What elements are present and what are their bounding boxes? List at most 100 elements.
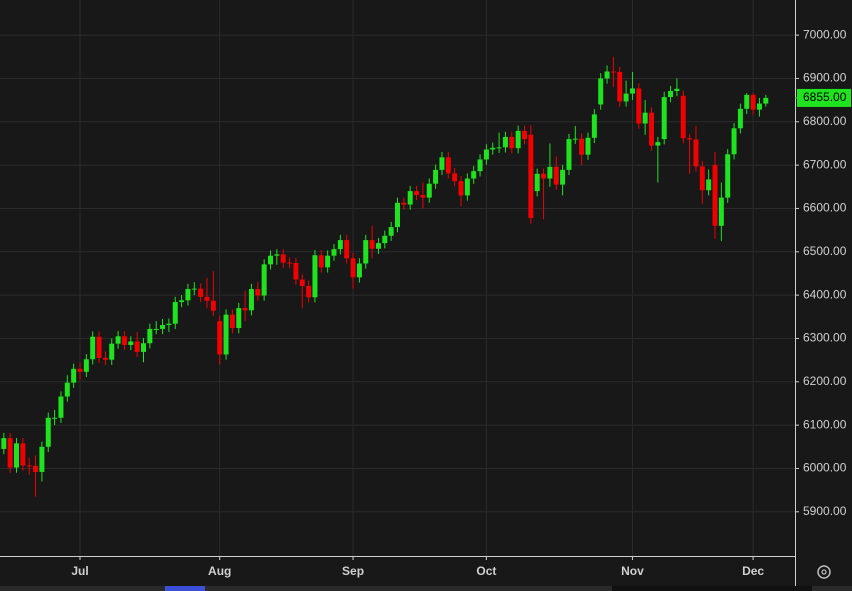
candle-body [687, 138, 693, 140]
candle-body [160, 325, 166, 329]
candle-body [325, 255, 331, 268]
y-tick-label: 6100.00 [803, 417, 847, 431]
candle-body [318, 255, 324, 268]
candle-body [712, 165, 718, 226]
y-tick-label: 6800.00 [803, 114, 847, 128]
candle-body [217, 321, 223, 355]
candle-body [191, 288, 197, 290]
candle-body [198, 288, 204, 297]
candle-body [560, 169, 566, 185]
x-tick-label: Nov [621, 564, 644, 578]
candle-body [350, 258, 356, 278]
candle-body [407, 191, 413, 205]
candle-body [344, 240, 350, 259]
candle-body [629, 88, 635, 94]
candle-body [509, 136, 515, 149]
settings-button[interactable] [817, 565, 831, 579]
candle-body [534, 173, 540, 192]
candle-body [655, 142, 661, 146]
candle-body [585, 137, 591, 155]
candle-body [496, 147, 502, 149]
candle-body [623, 93, 629, 102]
toolbar-tab-active[interactable] [165, 586, 205, 591]
candle-body [464, 178, 470, 196]
y-tick-label: 7000.00 [803, 27, 847, 41]
x-tick-label: Oct [476, 564, 496, 578]
candle-body [52, 417, 58, 419]
candle-body [541, 173, 547, 179]
candle-body [566, 139, 572, 170]
candle-body [248, 289, 254, 311]
candle-body [668, 91, 674, 98]
y-tick-label: 6300.00 [803, 331, 847, 345]
candle-body [293, 263, 299, 280]
candle-body [610, 71, 616, 73]
candle-body [363, 240, 369, 264]
y-tick-label: 6400.00 [803, 287, 847, 301]
candle-body [45, 417, 51, 447]
candle-body [401, 202, 407, 205]
candle-body [141, 343, 146, 352]
last-price-box [797, 88, 851, 107]
candle-body [433, 169, 439, 184]
candle-body [268, 255, 273, 265]
candle-body [134, 341, 140, 352]
settings-icon-core[interactable] [821, 569, 827, 575]
candle-body [744, 94, 750, 109]
candle-body [223, 314, 229, 355]
candle-body [731, 128, 737, 155]
candle-body [356, 263, 362, 278]
candle-body [553, 166, 559, 185]
candle-body [483, 149, 489, 160]
candle-body [179, 300, 185, 303]
candle-body [395, 202, 400, 228]
candle-body [71, 368, 77, 383]
candle-body [306, 286, 312, 298]
candle-body [649, 112, 654, 146]
candle-body [20, 443, 26, 466]
candle-body [706, 179, 712, 191]
candle-body [77, 368, 83, 372]
candle-body [255, 289, 261, 296]
candle-body [102, 357, 108, 360]
candle-body [477, 159, 483, 172]
candle-body [725, 154, 731, 198]
candle-body [617, 71, 623, 102]
candle-body [58, 396, 64, 418]
candle-body [287, 262, 293, 264]
toolbar-field[interactable] [612, 586, 812, 591]
y-tick-label: 6500.00 [803, 244, 847, 258]
candle-body [185, 289, 191, 301]
y-tick-label: 6200.00 [803, 374, 847, 388]
candle-body [375, 243, 381, 249]
candle-body [83, 359, 89, 372]
x-tick-label: Jul [71, 564, 88, 578]
candle-body [96, 336, 102, 358]
candle-body [236, 308, 242, 329]
candle-body [33, 465, 39, 472]
candle-body [756, 103, 762, 110]
candle-body [522, 130, 527, 140]
candle-body [242, 308, 248, 311]
candle-body [204, 296, 210, 301]
y-tick-label: 5900.00 [803, 504, 847, 518]
x-tick-label: Aug [208, 564, 231, 578]
candle-body [490, 147, 496, 150]
candle-body [699, 166, 705, 191]
candle-body [636, 88, 642, 124]
candle-body [547, 166, 553, 179]
candle-body [515, 130, 521, 149]
x-tick-label: Sep [342, 564, 364, 578]
candle-body [471, 171, 477, 179]
candle-body [458, 181, 464, 196]
candle-body [280, 254, 286, 263]
candle-body [337, 240, 343, 250]
candle-body [763, 97, 769, 104]
candle-body [331, 249, 337, 256]
candle-body [299, 279, 305, 287]
settings-icon[interactable] [817, 565, 831, 579]
candle-body [64, 382, 70, 397]
candle-body [502, 136, 508, 148]
x-tick-label: Dec [742, 564, 764, 578]
candle-body [115, 336, 121, 344]
